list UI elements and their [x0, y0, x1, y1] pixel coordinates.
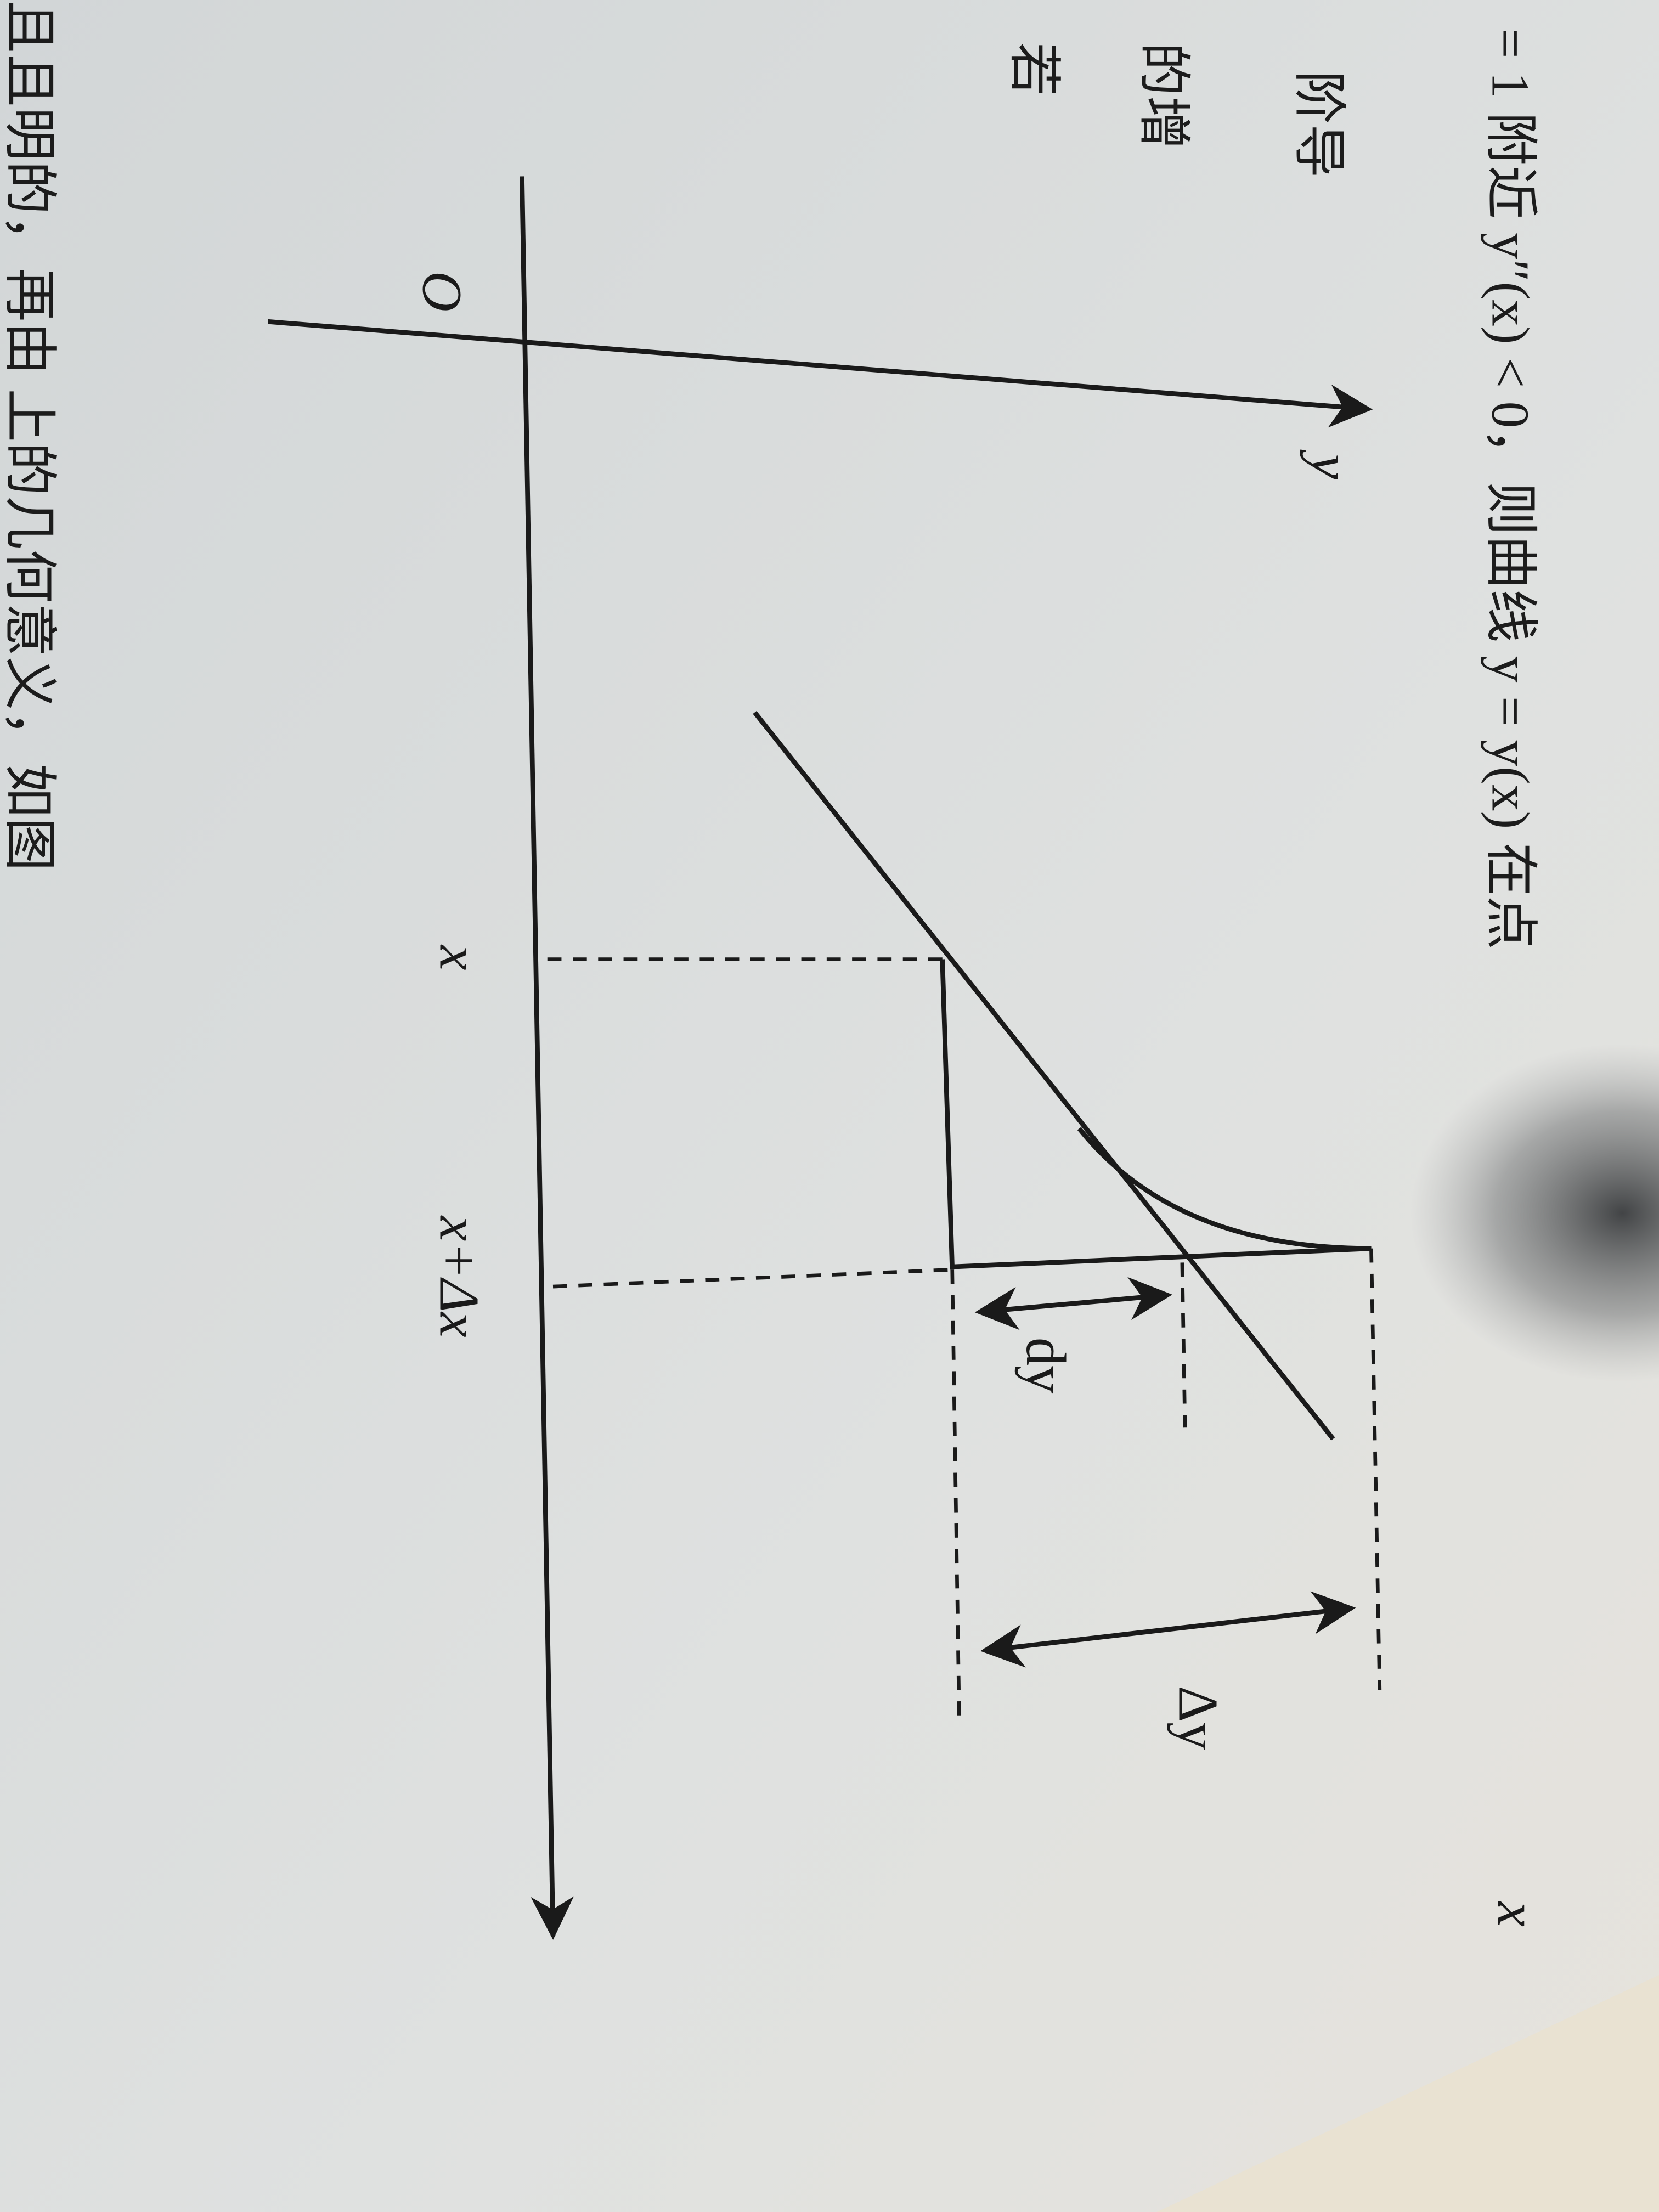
- origin-label: O: [410, 271, 473, 312]
- text-line: 的增: [1133, 42, 1193, 149]
- x-axis: [520, 176, 574, 1940]
- text-line: 且且明的，再由 上的几何意义，如图: [0, 0, 59, 871]
- x-axis-label: x: [1486, 1900, 1548, 1927]
- text-line: 若: [1003, 42, 1063, 96]
- text-line: 阶导: [1289, 71, 1348, 178]
- delta-y-arrow: [980, 1591, 1356, 1668]
- page-edge: [1156, 1975, 1659, 2212]
- dashed-line: [552, 1267, 952, 1289]
- dashed-line: [1369, 1248, 1382, 1690]
- text-line: = 1 附近 y″(x) < 0，则曲线 y = y(x) 在点: [1481, 28, 1540, 950]
- dy-label: dy: [1014, 1338, 1077, 1394]
- y-axis-label: y: [1299, 449, 1362, 479]
- curve: [1077, 1127, 1372, 1251]
- y-axis: [268, 319, 1373, 428]
- delta-y-label: Δy: [1167, 1686, 1229, 1751]
- tick-label: x+Δx: [427, 1215, 490, 1338]
- dashed-line: [1180, 1262, 1187, 1428]
- ordinate: [940, 959, 955, 1270]
- finger-shadow: [1410, 1043, 1659, 1383]
- dx-line: [952, 1246, 1372, 1269]
- dy-arrow: [974, 1277, 1172, 1330]
- tick-label: x: [427, 944, 490, 970]
- tangent-line: [753, 710, 1335, 1441]
